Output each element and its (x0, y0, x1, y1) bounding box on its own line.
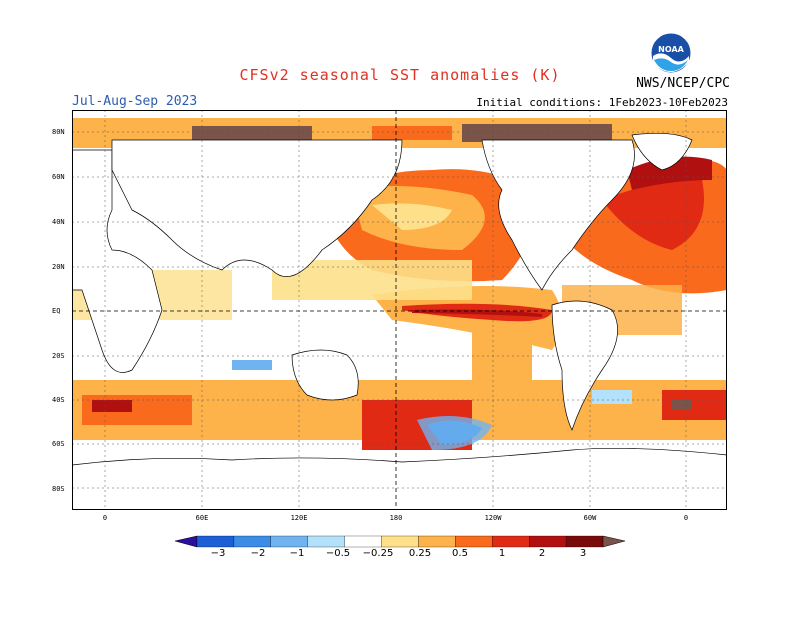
lat-label: 40S (52, 396, 65, 404)
lat-label: 80N (52, 128, 65, 136)
lon-label: 60W (583, 514, 597, 522)
sst-anomaly-map (72, 110, 727, 510)
lat-label: EQ (52, 307, 61, 315)
lat-gridlines (72, 131, 727, 489)
land-south-america (551, 300, 618, 431)
colorbar-label: −2 (250, 548, 266, 559)
logo-text: NOAA (658, 45, 684, 54)
initial-conditions-label: Initial conditions: 1Feb2023-10Feb2023 (476, 96, 728, 109)
colorbar-cell (381, 535, 419, 548)
noaa-logo: NOAA (650, 32, 692, 74)
lat-label: 40N (52, 218, 65, 226)
colorbar-label: −3 (210, 548, 226, 559)
colorbar-label: 2 (538, 548, 546, 559)
lon-label: 120W (484, 514, 502, 522)
lat-label: 60S (52, 440, 65, 448)
agency-label: NWS/NCEP/CPC (636, 76, 730, 91)
lon-gridlines (104, 110, 687, 510)
lon-label: 60E (195, 514, 209, 522)
colorbar-cell (196, 535, 235, 548)
colorbar-cell (565, 535, 604, 548)
colorbar-cell (233, 535, 271, 548)
colorbar-cell (492, 535, 530, 548)
colorbar-cell (529, 535, 567, 548)
lon-label: 0 (102, 514, 108, 522)
colorbar-label: 0.25 (408, 548, 432, 559)
land-greenland (631, 133, 693, 171)
colorbar-high-extend (602, 535, 625, 548)
lat-label: 20S (52, 352, 65, 360)
colorbar-cell (307, 535, 345, 548)
lat-label: 60N (52, 173, 65, 181)
land-north-america (481, 139, 635, 291)
lon-label: 180 (389, 514, 403, 522)
lat-label: 20N (52, 263, 65, 271)
lon-label: 0 (683, 514, 689, 522)
land-australia (291, 349, 359, 401)
colorbar-label: 1 (498, 548, 506, 559)
season-label: Jul-Aug-Sep 2023 (72, 94, 198, 109)
land-antarctica (72, 447, 727, 510)
lat-label: 80S (52, 485, 65, 493)
colorbar-cell (418, 535, 456, 548)
colorbar-cell (455, 535, 493, 548)
land-eurasia-africa (72, 149, 163, 373)
lon-label: 120E (290, 514, 308, 522)
colorbar-label: −0.5 (325, 548, 351, 559)
colorbar-cell (344, 535, 382, 548)
colorbar-label: 3 (579, 548, 587, 559)
colorbar-cell (270, 535, 308, 548)
colorbar-label: 0.5 (452, 548, 468, 559)
colorbar-label: −1 (289, 548, 305, 559)
colorbar (175, 535, 625, 548)
colorbar-low-extend (175, 535, 198, 548)
colorbar-label: −0.25 (362, 548, 394, 559)
chart-title: CFSv2 seasonal SST anomalies (K) (239, 66, 561, 84)
